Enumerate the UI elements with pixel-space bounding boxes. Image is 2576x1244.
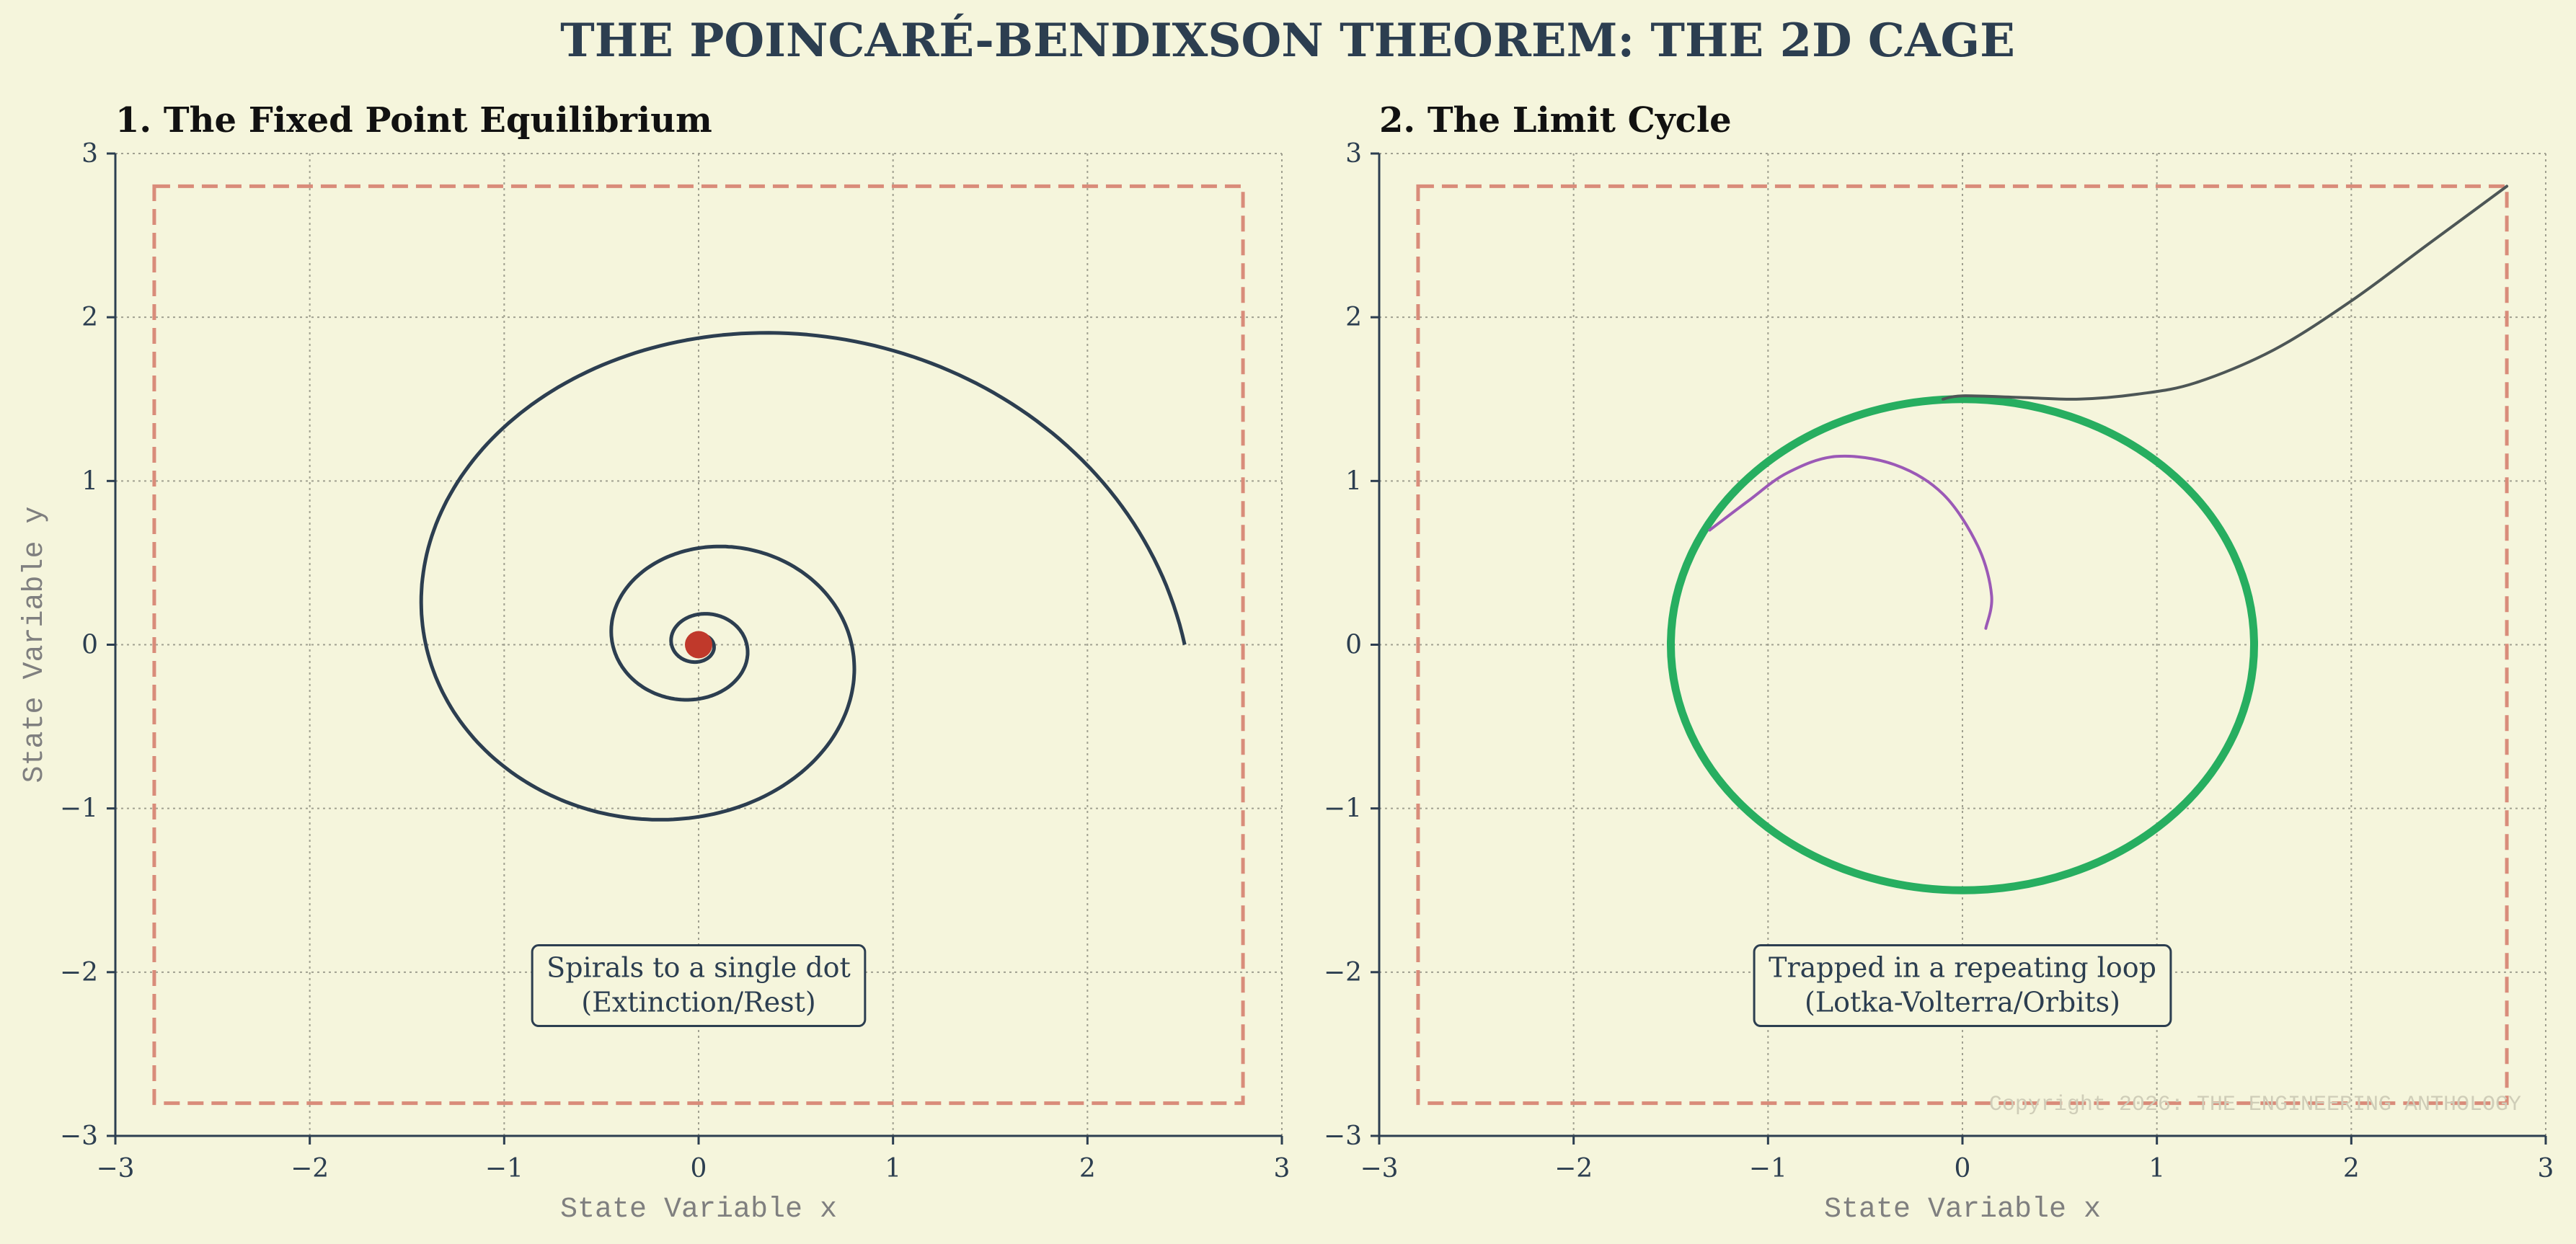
- y-axis-label: State Variable y: [19, 506, 51, 783]
- trapping-region-box: [1416, 184, 2509, 1106]
- x-tick-label: 2: [2343, 1154, 2360, 1183]
- y-tick-label: 1: [1345, 466, 1362, 496]
- x-tick-label: 1: [2148, 1154, 2165, 1183]
- y-tick-label: 2: [81, 303, 98, 332]
- panel-limit-cycle: 2. The Limit Cycle −3 −2 −1 0 1 2 3−3−2−10123 …: [1324, 100, 2554, 1226]
- fixed-point-marker: [685, 631, 712, 659]
- y-tick-label: 1: [81, 466, 98, 496]
- y-tick-label: 3: [1345, 139, 1362, 169]
- annotation-line-1: Trapped in a repeating loop: [1769, 952, 2156, 984]
- x-tick-label: −2: [1554, 1154, 1593, 1183]
- x-tick-label: 0: [691, 1154, 707, 1183]
- annotation-line-2: (Extinction/Rest): [581, 987, 815, 1018]
- y-tick-label: 2: [1345, 303, 1362, 332]
- x-tick-label: −3: [96, 1154, 134, 1183]
- y-tick-label: 3: [81, 139, 98, 169]
- x-tick-label: 0: [1955, 1154, 1971, 1183]
- x-tick-label: −2: [291, 1154, 329, 1183]
- x-axis-label: State Variable x: [560, 1194, 837, 1226]
- y-tick-label: −1: [60, 794, 98, 824]
- annotation-line-2: (Lotka-Volterra/Orbits): [1805, 987, 2120, 1018]
- axes: −3 −2 −1 0 1 2 3 −3 −2 −1 0 1 2 3: [60, 139, 1291, 1183]
- y-tick-label: −2: [60, 958, 98, 987]
- inner-trajectory-line: [1708, 454, 1993, 630]
- cage-box: [152, 184, 1245, 1106]
- x-tick-label: 3: [1274, 1154, 1291, 1183]
- figure-title: THE POINCARÉ-BENDIXSON THEOREM: THE 2D C…: [560, 14, 2015, 68]
- panel-title: 2. The Limit Cycle: [1379, 100, 1732, 141]
- annotation-box: Trapped in a repeating loop (Lotka-Volte…: [1753, 944, 2172, 1028]
- x-tick-label: 2: [1079, 1154, 1096, 1183]
- panel-title: 1. The Fixed Point Equilibrium: [115, 100, 712, 141]
- copyright-watermark: Copyright 2026: THE ENGINEERING ANTHOLOG…: [1989, 1093, 2521, 1117]
- y-tick-label: −2: [1324, 958, 1362, 987]
- trapping-region-box: [152, 184, 1245, 1106]
- x-tick-label: −3: [1360, 1154, 1398, 1183]
- annotation-line-1: Spirals to a single dot: [546, 952, 851, 984]
- y-tick-label: −1: [1324, 794, 1362, 824]
- panel-fixed-point: 1. The Fixed Point Equilibrium −3 −2 −1 0 1 2…: [19, 100, 1290, 1226]
- series-layer: [419, 331, 1187, 822]
- x-tick-label: −1: [1749, 1154, 1787, 1183]
- limit-cycle-orbit: [1667, 395, 2258, 894]
- axes: −3 −2 −1 0 1 2 3 −3 −2 −1 0 1 2 3: [1324, 139, 2554, 1183]
- annotation-frame: [1753, 944, 2172, 1028]
- annotation-frame: [531, 944, 867, 1028]
- y-tick-label: 0: [81, 631, 98, 660]
- y-tick-label: −3: [1324, 1121, 1362, 1151]
- x-tick-label: 1: [885, 1154, 901, 1183]
- x-axis-label: State Variable x: [1824, 1194, 2101, 1226]
- cage-box: [1416, 184, 2509, 1106]
- outer-trajectory-line: [1942, 185, 2509, 401]
- y-tick-label: −3: [60, 1121, 98, 1151]
- spiral-trajectory-line: [419, 331, 1187, 822]
- annotation-box: Spirals to a single dot (Extinction/Rest…: [531, 944, 867, 1028]
- series-layer: [1667, 185, 2509, 894]
- x-tick-label: −1: [485, 1154, 523, 1183]
- x-tick-label: 3: [2538, 1154, 2554, 1183]
- y-tick-label: 0: [1345, 631, 1362, 660]
